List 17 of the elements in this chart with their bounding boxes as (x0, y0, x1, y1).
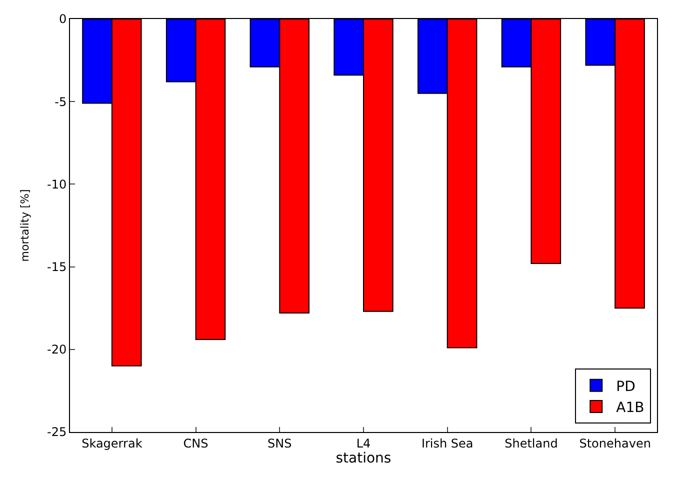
x-tick-label: L4 (356, 436, 371, 450)
y-tick-label: 0 (58, 12, 67, 26)
y-tick-label: -15 (46, 260, 67, 274)
y-tick-label: -10 (46, 177, 67, 192)
x-tick-label: Stonehaven (579, 436, 651, 450)
x-tick-label: SNS (268, 436, 292, 450)
legend-label: PD (616, 378, 636, 395)
x-tick-label: Shetland (504, 436, 558, 450)
y-axis-title: mortality [%] (18, 189, 32, 262)
x-tick-label: CNS (183, 436, 208, 450)
x-tick-label: Skagerrak (82, 436, 142, 450)
x-tick-label: Irish Sea (421, 436, 474, 450)
y-tick-label: -20 (46, 342, 67, 357)
legend-label: A1B (616, 400, 644, 416)
y-tick-label: -5 (54, 94, 67, 109)
y-tick-label: -25 (46, 425, 67, 440)
x-axis-title: stations (336, 450, 392, 466)
